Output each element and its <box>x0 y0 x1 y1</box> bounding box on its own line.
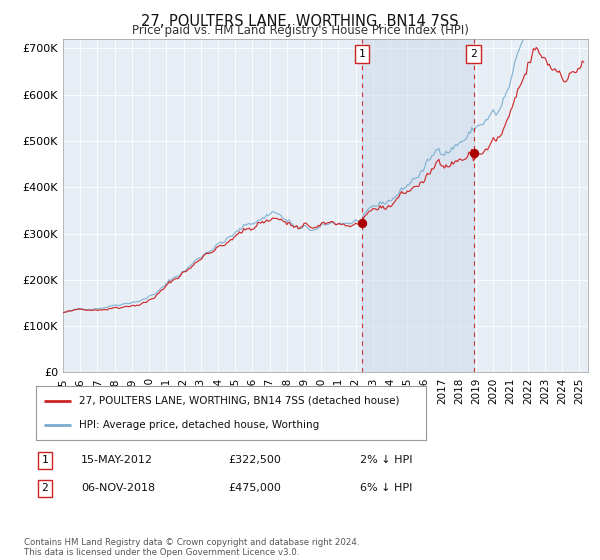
Text: £322,500: £322,500 <box>228 455 281 465</box>
Text: 27, POULTERS LANE, WORTHING, BN14 7SS: 27, POULTERS LANE, WORTHING, BN14 7SS <box>141 14 459 29</box>
Text: 2: 2 <box>470 49 477 59</box>
Text: 6% ↓ HPI: 6% ↓ HPI <box>360 483 412 493</box>
Text: £475,000: £475,000 <box>228 483 281 493</box>
Point <box>469 148 478 157</box>
Bar <box>362 39 473 372</box>
Text: 1: 1 <box>41 455 49 465</box>
Text: 2% ↓ HPI: 2% ↓ HPI <box>360 455 413 465</box>
Text: 1: 1 <box>359 49 365 59</box>
Text: 27, POULTERS LANE, WORTHING, BN14 7SS (detached house): 27, POULTERS LANE, WORTHING, BN14 7SS (d… <box>79 396 400 406</box>
Text: 2: 2 <box>41 483 49 493</box>
Text: Contains HM Land Registry data © Crown copyright and database right 2024.
This d: Contains HM Land Registry data © Crown c… <box>24 538 359 557</box>
Text: Price paid vs. HM Land Registry's House Price Index (HPI): Price paid vs. HM Land Registry's House … <box>131 24 469 37</box>
Text: 06-NOV-2018: 06-NOV-2018 <box>81 483 155 493</box>
Text: 15-MAY-2012: 15-MAY-2012 <box>81 455 153 465</box>
Point <box>357 218 367 227</box>
Text: HPI: Average price, detached house, Worthing: HPI: Average price, detached house, Wort… <box>79 420 319 430</box>
